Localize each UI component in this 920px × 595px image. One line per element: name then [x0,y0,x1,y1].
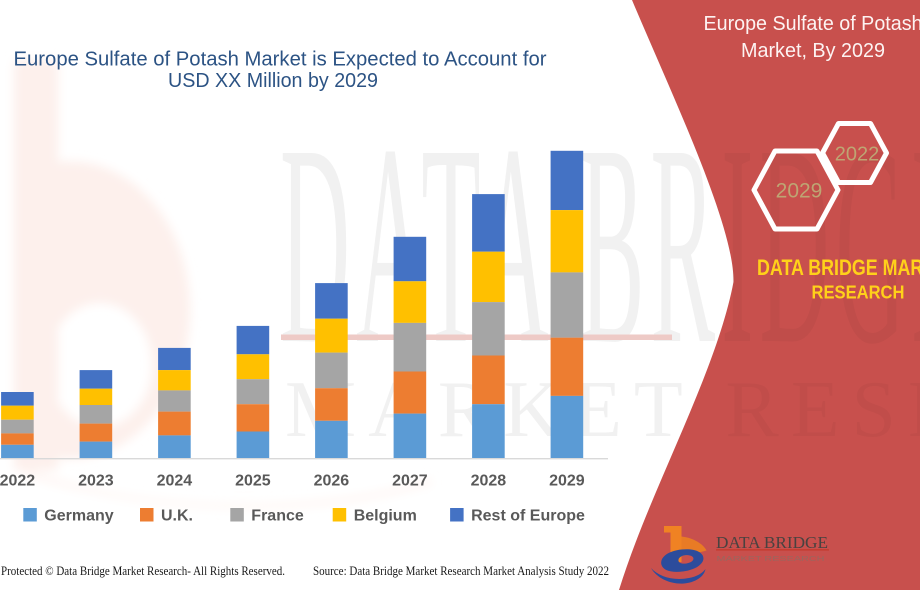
svg-text:U.K.: U.K. [161,508,193,525]
svg-text:2024: 2024 [157,473,193,490]
svg-text:2025: 2025 [235,473,271,490]
svg-text:2029: 2029 [776,180,823,203]
svg-text:2026: 2026 [314,473,350,490]
svg-text:RESEARCH: RESEARCH [812,282,905,303]
svg-text:2023: 2023 [78,473,114,490]
svg-text:Protected © Data Bridge Market: Protected © Data Bridge Market Research-… [1,564,285,578]
svg-text:Rest of Europe: Rest of Europe [471,508,585,525]
svg-text:Source: Data Bridge Market Res: Source: Data Bridge Market Research Mark… [313,564,609,578]
svg-text:Germany: Germany [44,508,113,525]
svg-text:2029: 2029 [549,473,585,490]
svg-text:Europe Sulfate of Potash Marke: Europe Sulfate of Potash Market is Expec… [14,48,547,70]
svg-text:2022: 2022 [0,473,35,490]
svg-text:2028: 2028 [471,473,507,490]
svg-text:France: France [251,508,304,525]
svg-text:MARKET RESEARCH: MARKET RESEARCH [717,554,825,563]
svg-text:USD XX Million by 2029: USD XX Million by 2029 [168,70,378,92]
svg-text:2027: 2027 [392,473,428,490]
svg-text:2022: 2022 [835,144,880,166]
svg-text:DATA BRIDGE MARKET: DATA BRIDGE MARKET [757,255,920,280]
svg-text:Europe Sulfate of Potash: Europe Sulfate of Potash [704,13,920,35]
svg-text:Market, By 2029: Market, By 2029 [741,40,885,62]
svg-text:DATA BRIDGE: DATA BRIDGE [716,533,828,552]
svg-text:Belgium: Belgium [354,508,417,525]
